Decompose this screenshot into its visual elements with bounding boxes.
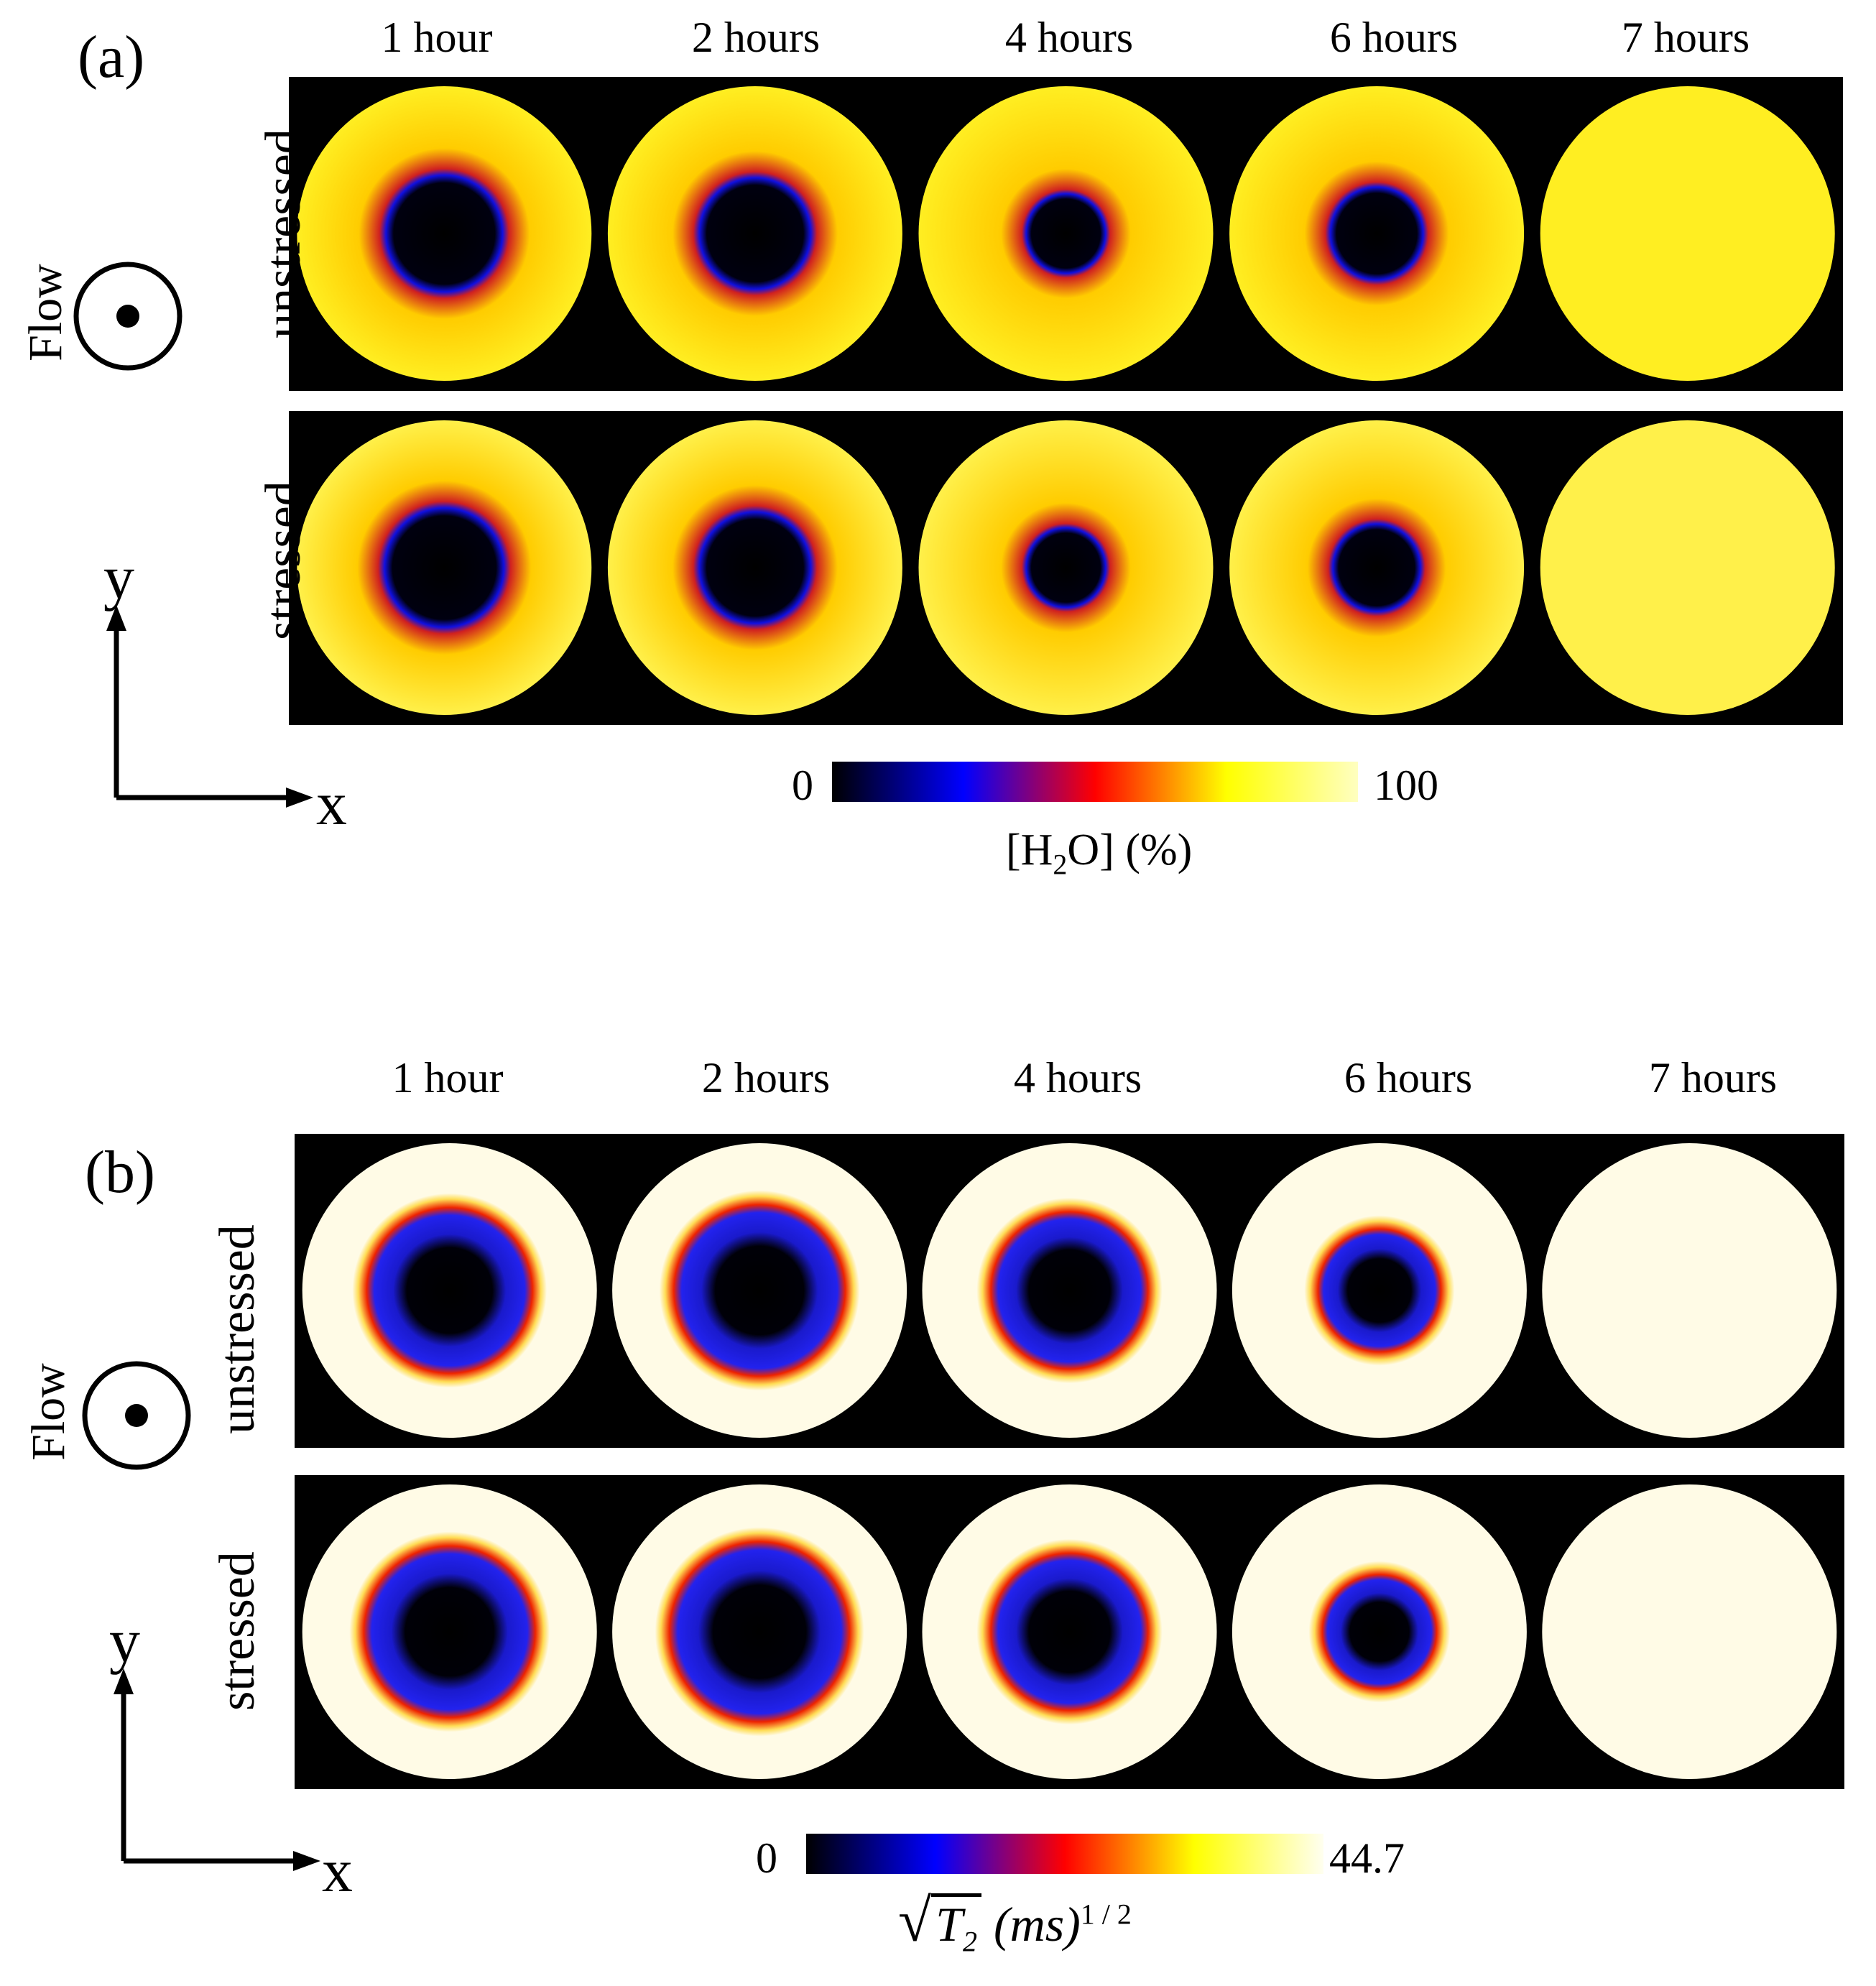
panel-b-axes-icon xyxy=(114,1668,320,1871)
panel-b-flow-label: Flow xyxy=(22,1363,75,1461)
time-label: 6 hours xyxy=(1329,14,1459,61)
panel-b-label: (b) xyxy=(85,1139,155,1206)
panel-b-unstressed-strip xyxy=(295,1134,1844,1448)
panel-a-colorbar-min: 0 xyxy=(792,762,813,809)
sample-disc xyxy=(1540,420,1835,715)
panel-a-axis-y: y xyxy=(103,542,134,611)
panel-b-axis-x: x xyxy=(322,1836,353,1905)
sample-disc xyxy=(918,420,1214,715)
time-label: 4 hours xyxy=(1004,14,1134,61)
sample-disc xyxy=(1229,86,1525,381)
sample-disc xyxy=(1542,1484,1837,1779)
time-label: 6 hours xyxy=(1344,1054,1473,1101)
sample-disc xyxy=(922,1484,1217,1779)
sample-disc xyxy=(612,1143,907,1438)
time-label: 1 hour xyxy=(392,1054,504,1101)
panel-a-colorbar-max: 100 xyxy=(1374,762,1438,809)
panel-a-label: (a) xyxy=(78,24,145,91)
panel-a-colorbar xyxy=(832,762,1358,802)
sample-disc xyxy=(297,86,592,381)
flow-out-of-page-icon xyxy=(73,262,182,371)
sample-disc xyxy=(612,1484,907,1779)
panel-b-colorbar-min: 0 xyxy=(756,1834,777,1882)
panel-b-unstressed-images xyxy=(302,1143,1837,1438)
time-label: 2 hours xyxy=(691,14,821,61)
sample-disc xyxy=(297,420,592,715)
sample-disc xyxy=(1232,1484,1527,1779)
panel-a-axis-x: x xyxy=(316,769,347,838)
panel-a-colorbar-title: [H2O] (%) xyxy=(1006,826,1193,881)
panel-a-unstressed-strip xyxy=(289,77,1843,391)
sample-disc xyxy=(302,1143,597,1438)
panel-b-colorbar-max: 44.7 xyxy=(1329,1834,1405,1882)
sample-disc xyxy=(918,86,1214,381)
panel-b-stressed-strip xyxy=(295,1475,1844,1789)
panel-a-flow-label: Flow xyxy=(19,264,72,361)
flow-out-of-page-icon xyxy=(82,1361,191,1470)
time-label: 1 hour xyxy=(381,14,493,61)
time-label: 2 hours xyxy=(701,1054,831,1101)
sample-disc xyxy=(302,1484,597,1779)
panel-b-axis-y: y xyxy=(109,1606,140,1675)
panel-b-colorbar xyxy=(806,1834,1323,1874)
time-label: 7 hours xyxy=(1621,14,1750,61)
panel-a-unstressed-images xyxy=(297,86,1835,381)
time-label: 7 hours xyxy=(1648,1054,1778,1101)
sample-disc xyxy=(1229,420,1525,715)
sample-disc xyxy=(1232,1143,1527,1438)
panel-a-axes-icon xyxy=(106,605,313,808)
sample-disc xyxy=(1540,86,1835,381)
sample-disc xyxy=(1542,1143,1837,1438)
panel-a-stressed-strip xyxy=(289,411,1843,725)
panel-b-row-unstressed: unstressed xyxy=(210,1224,265,1434)
sample-disc xyxy=(607,86,902,381)
panel-a-stressed-images xyxy=(297,420,1835,715)
sample-disc xyxy=(607,420,902,715)
sample-disc xyxy=(922,1143,1217,1438)
panel-b-stressed-images xyxy=(302,1484,1837,1779)
panel-b-colorbar-title: √T2 (ms)1 / 2 xyxy=(898,1888,1132,1958)
panel-a-row-unstressed: unstressed xyxy=(256,129,311,338)
time-label: 4 hours xyxy=(1013,1054,1142,1101)
